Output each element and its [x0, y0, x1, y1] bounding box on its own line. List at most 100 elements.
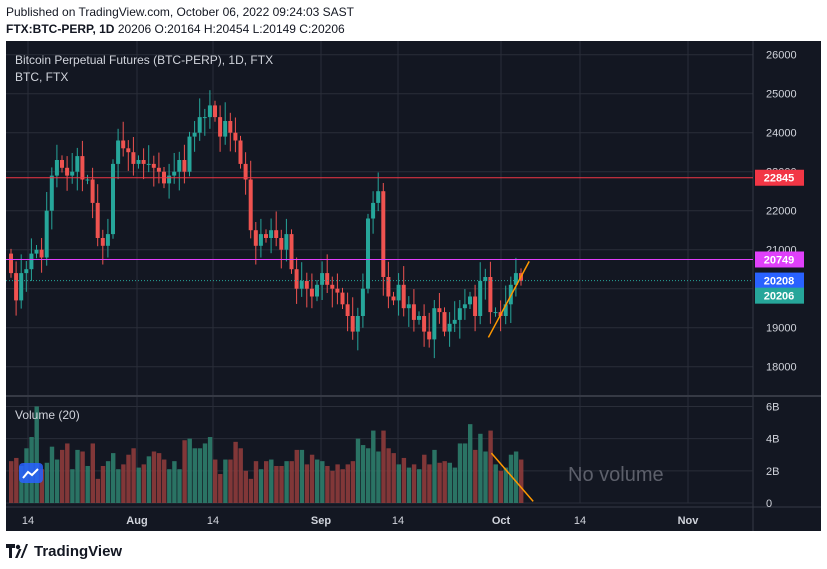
candle	[406, 296, 411, 327]
candle	[274, 211, 279, 247]
tv-badge-icon	[19, 463, 43, 483]
volume-bar	[345, 464, 350, 503]
volume-bar	[14, 457, 19, 503]
volume-bar	[218, 474, 223, 503]
candle	[182, 144, 187, 184]
time-tick-label: Nov	[678, 515, 700, 527]
candle	[411, 289, 416, 332]
candle	[131, 136, 136, 176]
volume-bar	[151, 451, 157, 503]
volume-bar	[264, 461, 269, 503]
volume-bar	[452, 467, 458, 503]
candle	[304, 272, 309, 308]
candle	[417, 311, 421, 325]
candle	[136, 155, 141, 169]
candle	[360, 273, 365, 328]
candle	[111, 159, 115, 239]
candle	[233, 117, 238, 153]
volume-bar	[417, 469, 422, 503]
time-tick-label: 14	[207, 515, 219, 527]
volume-bar	[202, 443, 208, 503]
candle	[100, 229, 105, 265]
candle	[248, 160, 253, 239]
candle	[279, 229, 284, 269]
volume-bar	[468, 424, 473, 503]
volume-bar	[126, 454, 131, 503]
candle	[345, 292, 350, 332]
price-chart[interactable]: 2600025000240002300022000210002000019000…	[6, 41, 821, 531]
candle	[381, 183, 386, 296]
candle	[258, 218, 263, 258]
time-tick-label: 14	[392, 515, 404, 527]
candle	[85, 174, 90, 185]
candle	[65, 156, 70, 191]
time-tick-label: 14	[22, 515, 34, 527]
time-tick-label: Sep	[311, 515, 331, 527]
volume-bar	[508, 454, 514, 503]
chart-subtitle: BTC, FTX	[15, 70, 68, 84]
price-tick-label: 26000	[766, 50, 797, 62]
volume-bar	[269, 459, 274, 503]
candle	[156, 152, 161, 184]
candle	[80, 140, 85, 192]
volume-bar	[253, 461, 259, 503]
candle	[44, 191, 49, 266]
volume-bar	[85, 465, 90, 503]
volume-bar	[111, 453, 116, 503]
tradingview-footer: TradingView	[6, 541, 122, 561]
volume-bar	[39, 469, 44, 503]
candle	[488, 261, 493, 324]
candle	[34, 245, 39, 259]
volume-bar	[330, 470, 335, 503]
volume-bar	[167, 469, 172, 503]
volume-bar	[177, 469, 182, 503]
candle	[452, 301, 457, 332]
volume-bar	[156, 453, 162, 503]
candle	[350, 297, 355, 340]
symbol-label: FTX:BTC-PERP, 1D	[6, 22, 115, 36]
candle	[289, 229, 294, 274]
tradingview-logo-icon	[6, 544, 28, 558]
volume-bar	[223, 459, 228, 503]
candle	[228, 112, 233, 152]
candle	[177, 151, 182, 191]
symbol-line: FTX:BTC-PERP, 1D 20206 O:20164 H:20454 L…	[6, 22, 345, 36]
candle	[24, 261, 29, 292]
price-badge-label: 22845	[764, 173, 795, 185]
price-badge	[755, 251, 804, 268]
volume-bar	[274, 465, 279, 503]
candle	[386, 261, 391, 309]
volume-bar	[355, 438, 361, 503]
volume-bar	[75, 449, 80, 503]
volume-bar	[90, 443, 95, 503]
candle	[70, 152, 75, 184]
volume-bar	[406, 467, 412, 503]
volume-bar	[488, 430, 493, 503]
candle	[39, 238, 44, 273]
volume-tick-label: 2B	[766, 466, 779, 478]
candle	[238, 135, 243, 169]
volume-bar	[340, 469, 345, 503]
volume-bar	[335, 464, 340, 503]
candle	[483, 268, 488, 300]
candle	[391, 291, 396, 306]
candle	[202, 108, 207, 136]
candle	[126, 140, 131, 171]
candle	[90, 167, 95, 219]
volume-bar	[350, 461, 356, 503]
volume-bar	[105, 461, 111, 503]
volume-bar	[9, 461, 14, 503]
price-tick-label: 19000	[766, 323, 797, 335]
candle	[401, 266, 406, 317]
price-badge	[755, 287, 804, 304]
volume-bar	[172, 461, 177, 503]
volume-bar	[65, 443, 70, 503]
volume-bar	[136, 467, 141, 503]
volume-bar	[457, 443, 463, 503]
volume-bar	[325, 465, 330, 503]
price-tick-label: 22000	[766, 206, 797, 218]
candle	[299, 262, 304, 297]
volume-bar	[473, 449, 478, 503]
candle	[422, 304, 427, 347]
candle	[432, 300, 437, 359]
